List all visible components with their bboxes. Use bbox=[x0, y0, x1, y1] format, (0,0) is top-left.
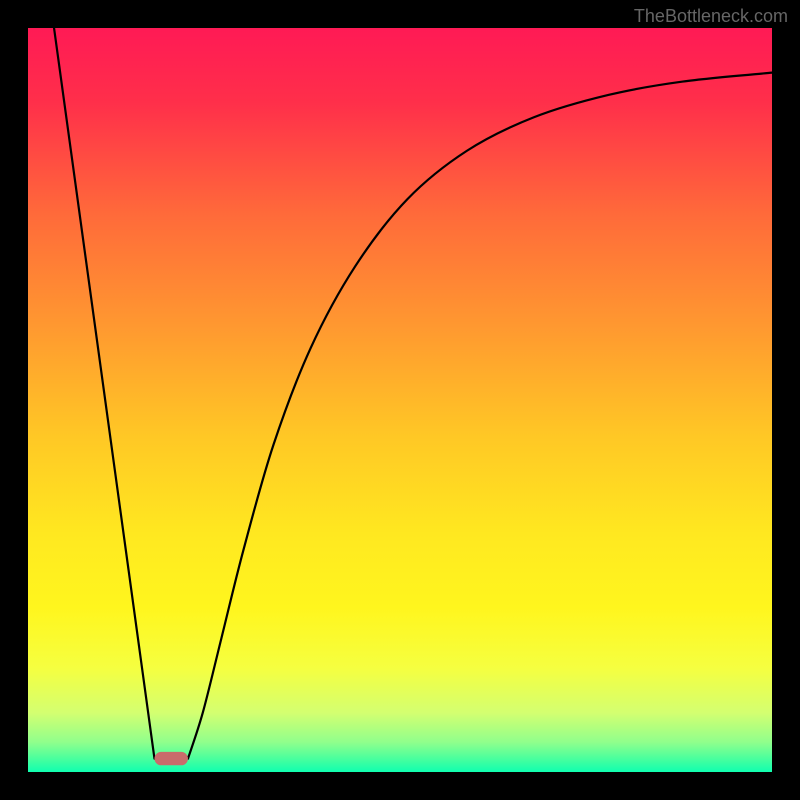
plot-background bbox=[28, 28, 772, 772]
bottleneck-marker bbox=[154, 752, 187, 765]
watermark: TheBottleneck.com bbox=[634, 6, 788, 27]
bottleneck-chart: TheBottleneck.com bbox=[0, 0, 800, 800]
chart-svg bbox=[0, 0, 800, 800]
